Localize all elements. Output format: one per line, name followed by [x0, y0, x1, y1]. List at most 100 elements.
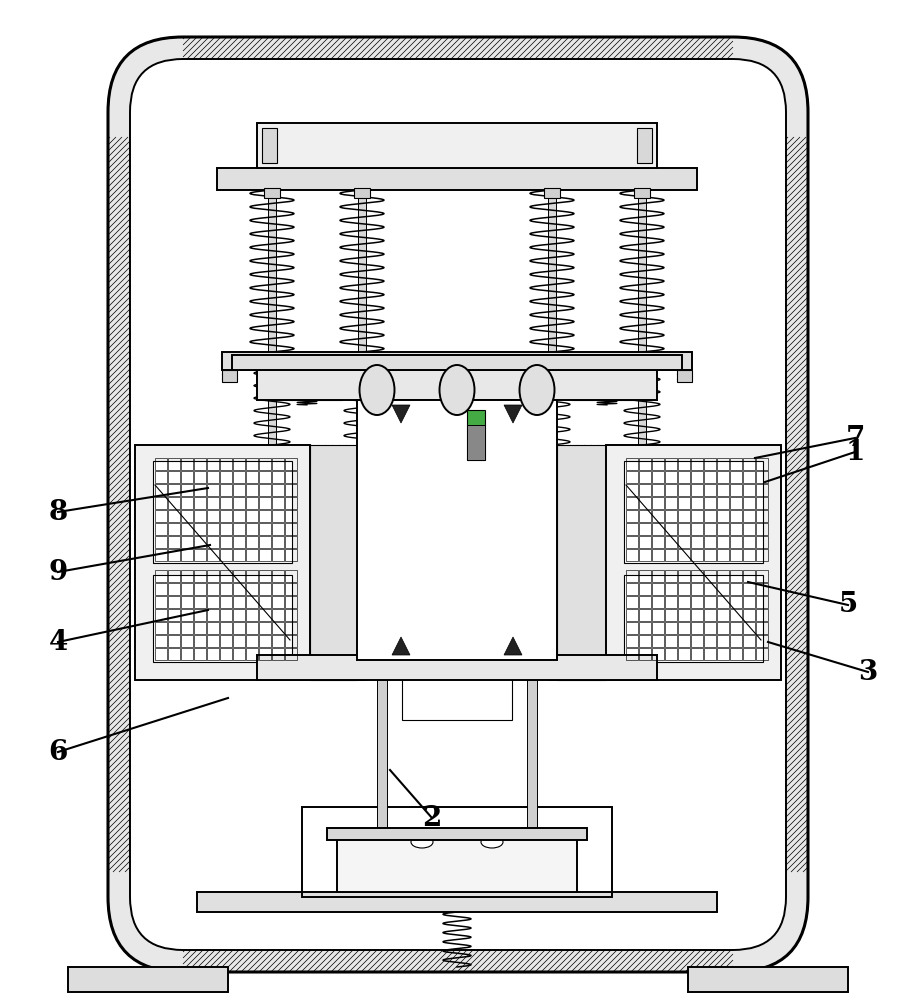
Bar — [652, 596, 664, 608]
Bar — [222, 370, 237, 382]
Bar — [259, 484, 271, 496]
Bar — [704, 583, 716, 595]
Bar — [272, 458, 284, 470]
Bar — [704, 510, 716, 522]
Text: 9: 9 — [48, 558, 68, 585]
Bar — [181, 622, 193, 634]
Bar — [207, 596, 219, 608]
Bar — [194, 583, 206, 595]
Bar — [155, 570, 167, 582]
Bar — [691, 523, 703, 535]
Bar — [678, 570, 690, 582]
Bar — [730, 536, 742, 548]
Bar — [704, 596, 716, 608]
Bar — [678, 484, 690, 496]
Bar — [155, 523, 167, 535]
Bar — [285, 510, 297, 522]
Bar — [717, 523, 729, 535]
Bar — [285, 536, 297, 548]
Bar — [327, 828, 587, 840]
Bar — [220, 523, 232, 535]
Bar — [743, 510, 755, 522]
Bar — [624, 575, 763, 662]
Bar — [168, 583, 180, 595]
Polygon shape — [504, 405, 522, 423]
Bar — [704, 570, 716, 582]
Bar — [624, 461, 763, 563]
Bar — [639, 609, 651, 621]
Bar — [704, 484, 716, 496]
Bar — [467, 425, 485, 460]
Bar — [678, 497, 690, 509]
Bar — [678, 583, 690, 595]
Bar — [246, 536, 258, 548]
Bar — [168, 648, 180, 660]
Bar — [652, 549, 664, 561]
Polygon shape — [68, 967, 228, 992]
Bar — [377, 680, 387, 832]
Bar — [207, 458, 219, 470]
Bar — [704, 471, 716, 483]
Bar — [168, 471, 180, 483]
Bar — [652, 609, 664, 621]
Bar — [272, 570, 284, 582]
Bar — [155, 596, 167, 608]
Bar — [220, 510, 232, 522]
Bar — [730, 497, 742, 509]
Bar — [665, 549, 677, 561]
Bar — [194, 622, 206, 634]
Bar — [194, 609, 206, 621]
Bar — [246, 549, 258, 561]
Bar — [233, 648, 245, 660]
Ellipse shape — [481, 836, 503, 848]
Bar — [246, 596, 258, 608]
Bar — [285, 596, 297, 608]
Bar — [259, 622, 271, 634]
Bar — [665, 622, 677, 634]
Bar — [704, 648, 716, 660]
Bar — [756, 484, 768, 496]
Bar — [197, 892, 717, 912]
Bar — [743, 471, 755, 483]
Bar — [246, 523, 258, 535]
Bar — [717, 648, 729, 660]
Bar — [272, 648, 284, 660]
Bar — [626, 648, 638, 660]
Bar — [639, 596, 651, 608]
Bar — [626, 510, 638, 522]
Bar — [756, 583, 768, 595]
FancyBboxPatch shape — [108, 37, 808, 972]
Bar — [678, 596, 690, 608]
Bar — [743, 484, 755, 496]
Bar — [704, 549, 716, 561]
Bar — [743, 583, 755, 595]
Bar — [704, 622, 716, 634]
Bar — [181, 523, 193, 535]
Bar — [285, 648, 297, 660]
Bar — [743, 497, 755, 509]
Bar — [626, 570, 638, 582]
Bar — [691, 570, 703, 582]
Bar — [207, 570, 219, 582]
Text: 8: 8 — [48, 498, 68, 526]
Polygon shape — [688, 967, 848, 992]
Bar — [233, 484, 245, 496]
Bar — [665, 648, 677, 660]
Bar — [639, 510, 651, 522]
Bar — [135, 445, 310, 680]
Bar — [639, 497, 651, 509]
Bar — [743, 536, 755, 548]
Bar — [155, 536, 167, 548]
Bar — [730, 635, 742, 647]
Bar — [626, 458, 638, 470]
Bar — [285, 497, 297, 509]
Bar — [704, 458, 716, 470]
Bar — [181, 510, 193, 522]
Bar — [285, 635, 297, 647]
Bar — [272, 536, 284, 548]
Bar — [233, 458, 245, 470]
Bar — [691, 471, 703, 483]
Bar — [756, 635, 768, 647]
Bar — [717, 583, 729, 595]
Bar — [639, 583, 651, 595]
